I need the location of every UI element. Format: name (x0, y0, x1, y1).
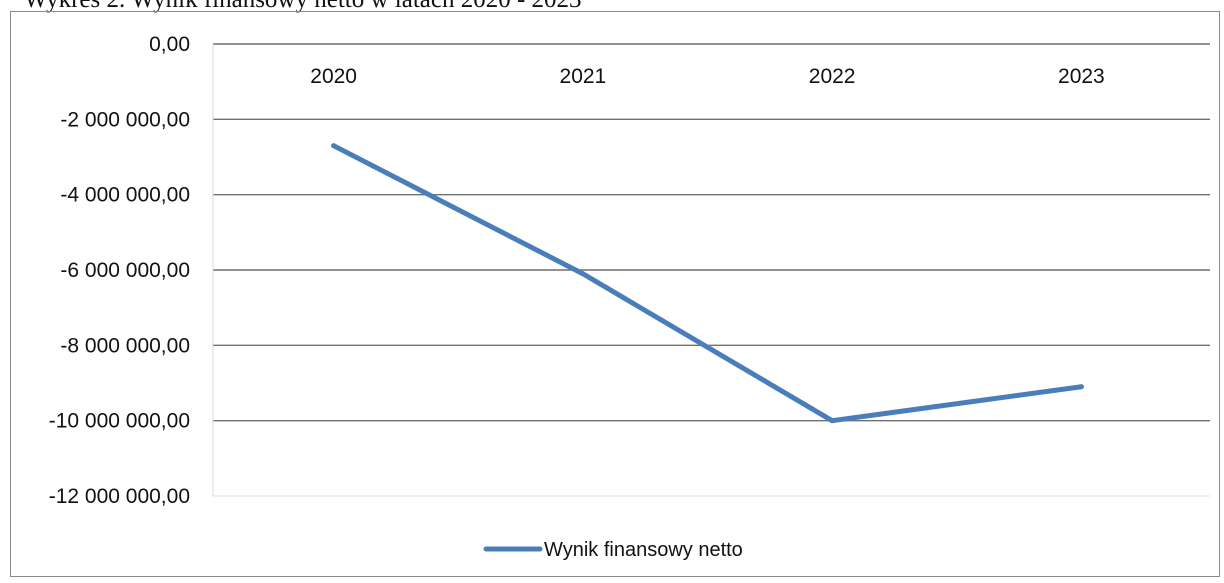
y-tick-label: -12 000 000,00 (49, 485, 190, 508)
data-point (580, 271, 586, 277)
legend-label: Wynik finansowy netto (544, 539, 743, 561)
x-tick-label: 2021 (560, 65, 607, 88)
y-axis: 0,00 -2 000 000,00 -4 000 000,00 -6 000 000… (49, 33, 214, 508)
x-tick-label: 2020 (310, 65, 357, 88)
x-tick-label: 2023 (1058, 65, 1105, 88)
x-axis: 2020 2021 2022 2023 (310, 65, 1104, 88)
y-tick-label: -6 000 000,00 (60, 259, 190, 282)
y-tick-label: -10 000 000,00 (49, 410, 190, 433)
data-point (331, 143, 337, 149)
y-tick-label: -4 000 000,00 (60, 184, 190, 207)
data-point (1078, 384, 1084, 390)
legend: Wynik finansowy netto (483, 539, 743, 561)
y-tick-label: -2 000 000,00 (60, 108, 190, 131)
x-tick-label: 2022 (809, 65, 856, 88)
chart-caption: Wykres 2. Wynik finansowy netto w latach… (24, 0, 582, 14)
y-tick-label: 0,00 (149, 33, 190, 56)
gridlines (213, 43, 1210, 497)
chart-frame (10, 11, 1220, 577)
series-layer (331, 143, 1084, 424)
y-tick-label: -8 000 000,00 (60, 334, 190, 357)
series-line (331, 143, 1084, 424)
data-point (829, 418, 835, 424)
